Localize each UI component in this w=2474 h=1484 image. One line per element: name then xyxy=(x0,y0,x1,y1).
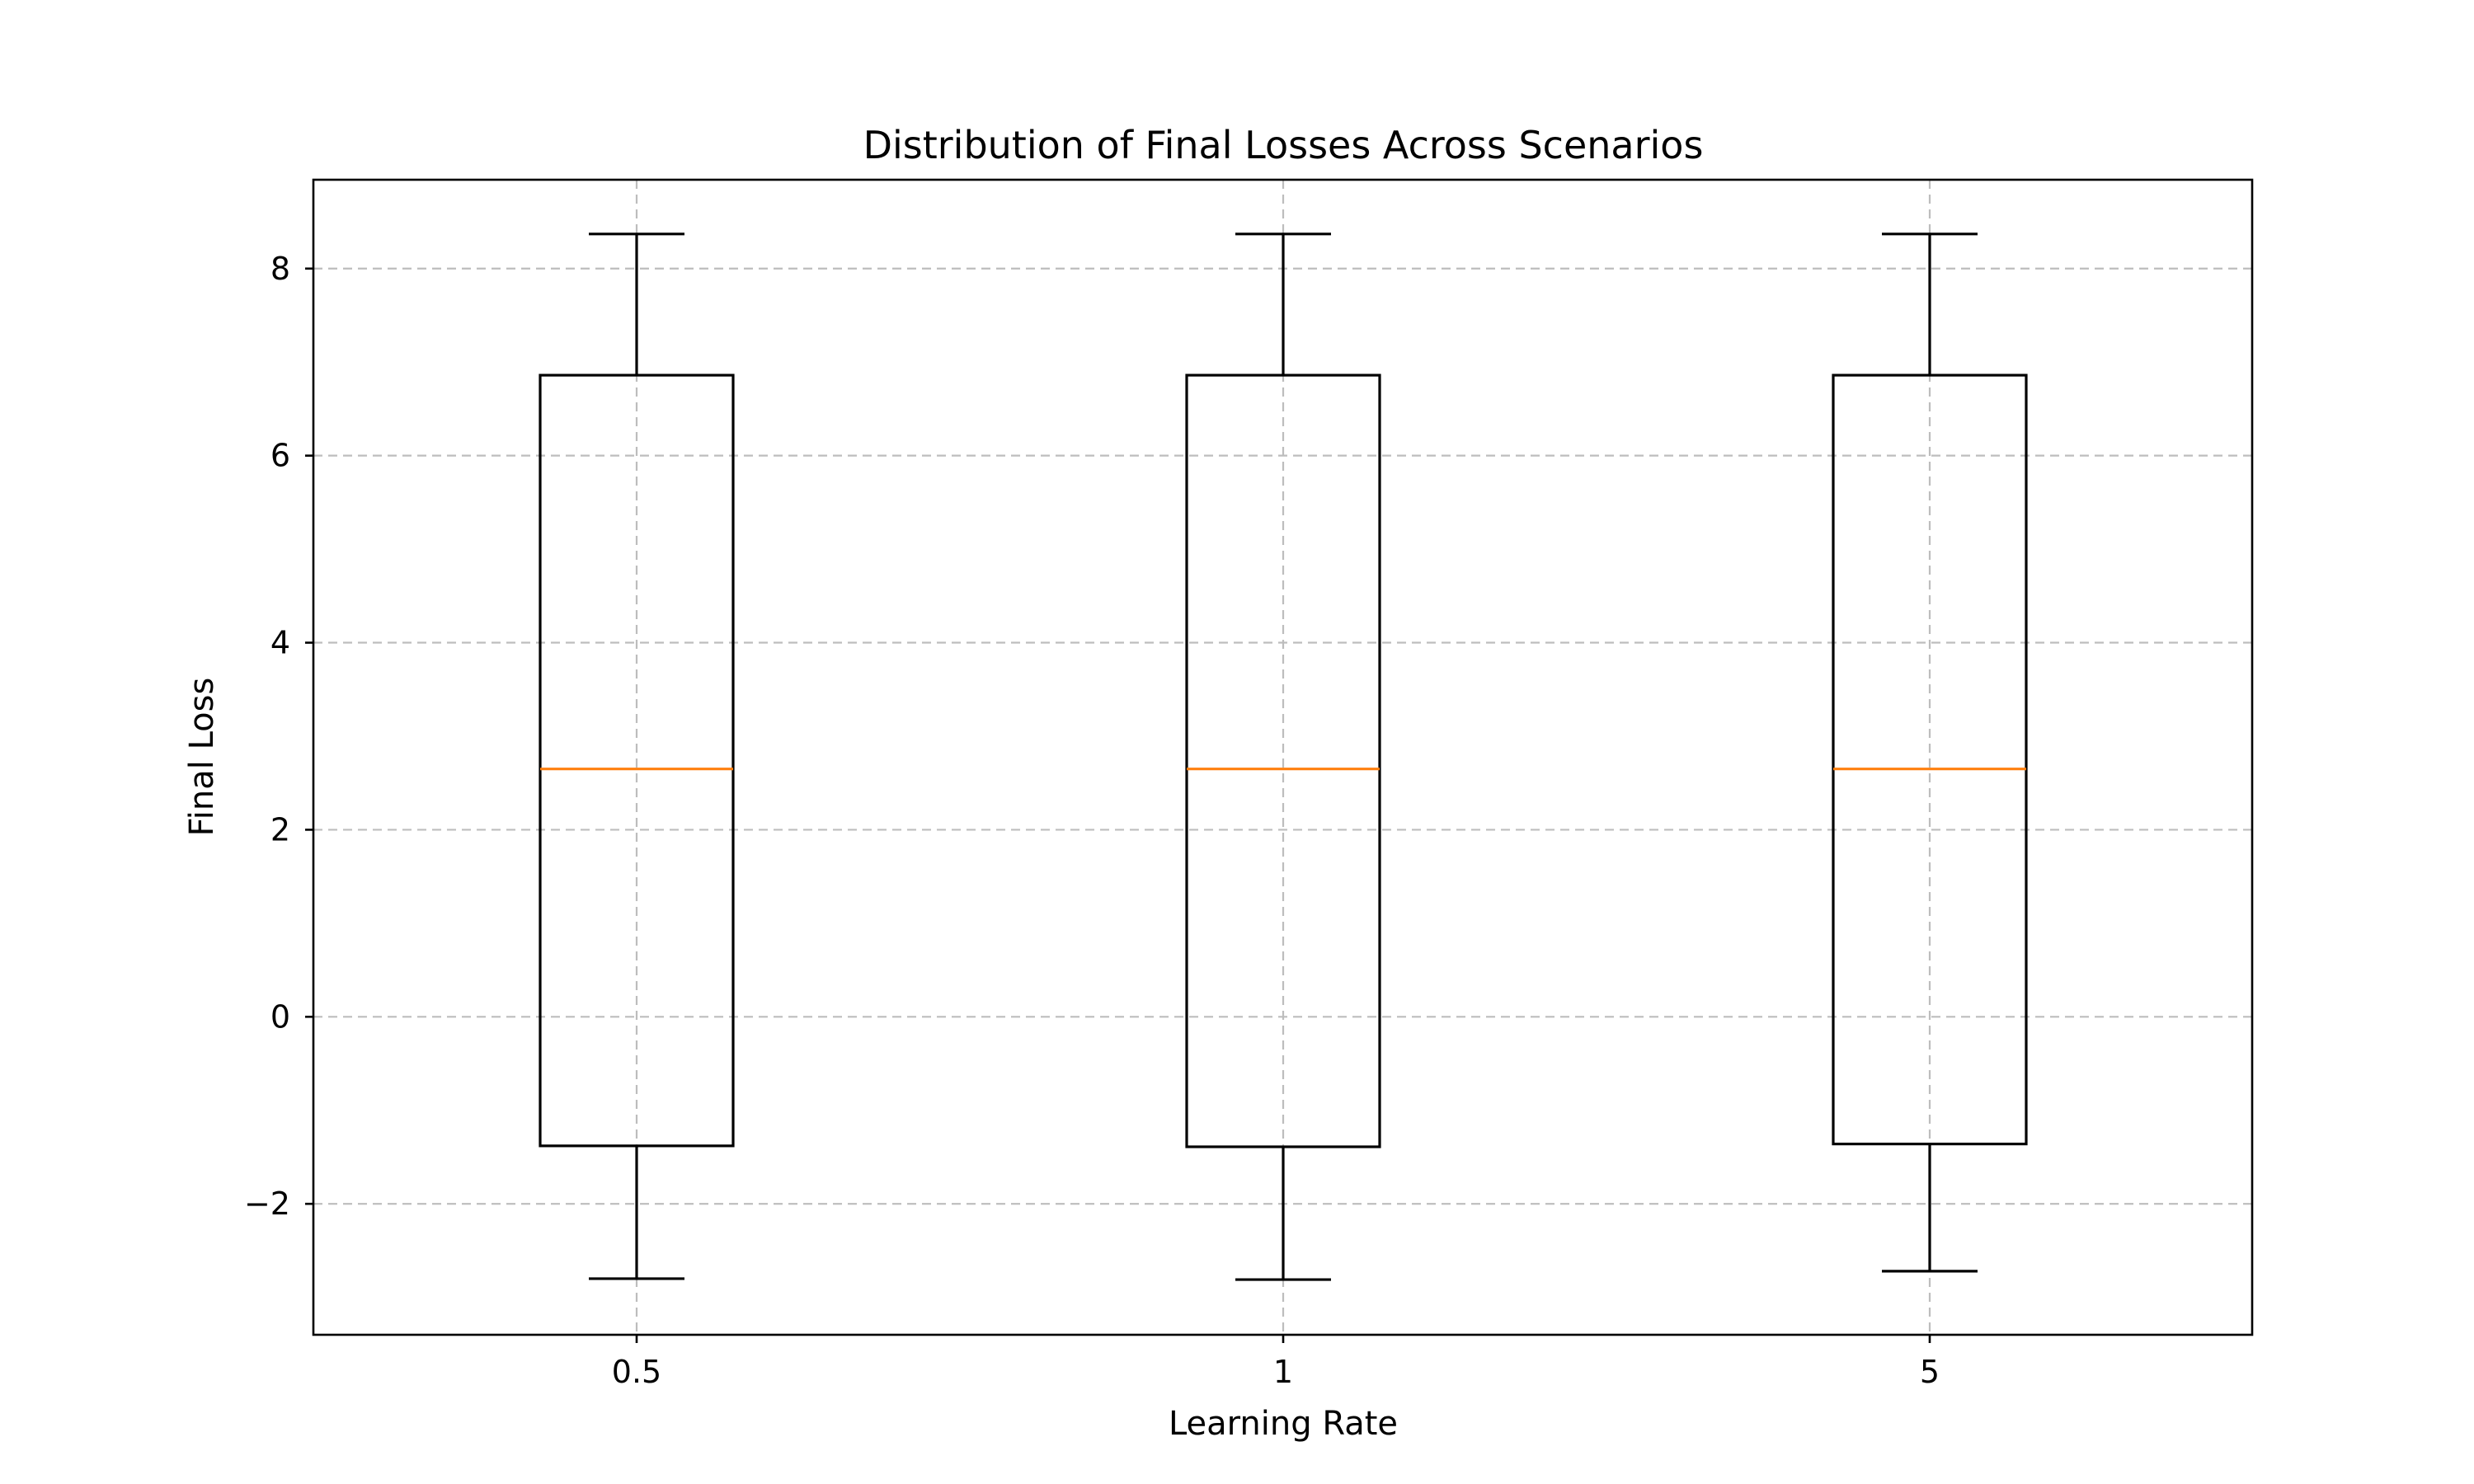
y-tick-label: −2 xyxy=(244,1186,290,1222)
y-tick-label: 2 xyxy=(270,811,290,848)
box-layer xyxy=(539,232,2028,1281)
y-axis-label: Final Loss xyxy=(183,678,221,837)
iqr-box xyxy=(539,373,735,1148)
y-tick-label: 6 xyxy=(270,438,290,474)
x-tick-label: 0.5 xyxy=(612,1354,661,1390)
y-tick-label: 0 xyxy=(270,998,290,1035)
box-5 xyxy=(1832,232,2028,1273)
tick-layer: −2 0 2 4 6 8 0.5 1 5 xyxy=(244,251,1940,1390)
x-axis-label: Learning Rate xyxy=(1169,1405,1398,1443)
box-0.5 xyxy=(539,232,735,1280)
iqr-box xyxy=(1832,373,2028,1146)
y-tick-label: 8 xyxy=(270,251,290,287)
x-tick-label: 5 xyxy=(1920,1354,1940,1390)
x-tick-label: 1 xyxy=(1273,1354,1293,1390)
box-1 xyxy=(1185,232,1381,1281)
y-tick-label: 4 xyxy=(270,625,290,661)
iqr-box xyxy=(1185,373,1381,1148)
chart-title: Distribution of Final Losses Across Scen… xyxy=(863,123,1704,167)
